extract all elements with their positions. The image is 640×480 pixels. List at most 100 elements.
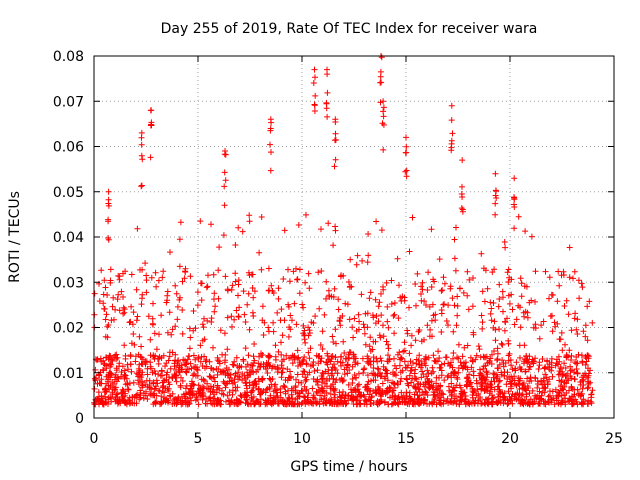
roti-point xyxy=(517,354,523,361)
roti-point xyxy=(138,354,145,361)
roti-point xyxy=(307,363,314,369)
roti-point xyxy=(545,393,552,400)
roti-point xyxy=(259,303,266,310)
roti-point xyxy=(579,284,586,291)
roti-point xyxy=(418,283,425,290)
roti-point xyxy=(298,379,305,386)
roti-point xyxy=(437,383,444,390)
roti-point xyxy=(343,400,350,407)
roti-point xyxy=(502,319,509,326)
roti-point xyxy=(130,331,137,337)
roti-point xyxy=(187,334,194,341)
roti-point xyxy=(137,392,144,399)
roti-point xyxy=(125,386,132,393)
roti-point xyxy=(176,263,183,270)
roti-point xyxy=(329,353,336,359)
roti-point xyxy=(142,359,148,366)
roti-point xyxy=(136,369,143,376)
roti-point xyxy=(434,387,441,394)
roti-point xyxy=(549,312,555,319)
roti-point xyxy=(304,371,311,378)
roti-point xyxy=(356,397,363,404)
roti-point xyxy=(266,375,273,382)
roti-point xyxy=(109,303,116,310)
roti-point xyxy=(440,274,447,281)
roti-point xyxy=(502,396,509,403)
roti-point xyxy=(328,372,335,379)
roti-point xyxy=(212,303,219,310)
roti-point xyxy=(107,277,114,284)
roti-point xyxy=(396,362,403,369)
roti-point xyxy=(364,381,371,388)
roti-point xyxy=(330,242,337,249)
roti-point xyxy=(285,333,292,340)
roti-point xyxy=(532,355,539,362)
roti-point xyxy=(541,384,548,391)
roti-point xyxy=(282,377,289,383)
roti-point xyxy=(428,370,435,377)
roti-point xyxy=(306,355,313,362)
roti-point xyxy=(177,397,184,404)
roti-point xyxy=(274,309,281,316)
roti-point xyxy=(275,295,282,302)
roti-point xyxy=(529,387,536,394)
roti-point xyxy=(421,298,428,305)
roti-point xyxy=(332,391,338,398)
roti-point xyxy=(381,398,388,405)
roti-point xyxy=(226,366,232,373)
roti-point xyxy=(573,354,580,360)
roti-point xyxy=(566,244,573,251)
roti-point xyxy=(208,221,214,228)
roti-point xyxy=(153,377,160,384)
roti-point xyxy=(293,376,299,383)
roti-point xyxy=(115,291,122,298)
roti-point xyxy=(277,317,284,324)
roti-point xyxy=(105,202,112,209)
roti-point xyxy=(342,355,349,362)
roti-point xyxy=(150,300,156,307)
roti-point xyxy=(239,228,246,235)
roti-point xyxy=(285,301,292,308)
roti-point xyxy=(229,361,236,368)
roti-point xyxy=(449,130,456,137)
roti-point xyxy=(496,326,503,333)
roti-point xyxy=(539,356,546,362)
roti-point xyxy=(378,54,385,61)
roti-point xyxy=(398,389,405,396)
roti-point xyxy=(138,183,145,190)
roti-point xyxy=(94,356,101,363)
roti-point xyxy=(305,270,312,277)
roti-point xyxy=(231,316,238,323)
roti-point xyxy=(489,398,496,405)
roti-point xyxy=(365,385,372,392)
roti-point xyxy=(199,337,206,344)
x-tick-label: 20 xyxy=(501,431,519,447)
roti-point xyxy=(406,304,412,311)
roti-point xyxy=(454,354,460,361)
roti-point xyxy=(424,401,430,407)
roti-point xyxy=(172,357,179,364)
roti-point xyxy=(194,289,201,296)
roti-point xyxy=(125,366,131,373)
roti-point xyxy=(484,371,491,378)
roti-point xyxy=(557,382,564,389)
roti-point xyxy=(588,391,595,398)
roti-point xyxy=(327,391,334,397)
roti-point xyxy=(470,329,477,336)
roti-point xyxy=(188,365,195,372)
roti-point xyxy=(215,267,222,274)
roti-point xyxy=(378,357,385,364)
roti-point xyxy=(161,394,168,401)
roti-point xyxy=(293,321,300,328)
roti-point xyxy=(503,381,510,388)
roti-point xyxy=(91,290,98,297)
roti-point xyxy=(561,303,568,309)
roti-point xyxy=(509,400,516,407)
roti-point xyxy=(571,268,578,275)
roti-point xyxy=(407,358,414,365)
roti-point xyxy=(506,300,513,307)
roti-point xyxy=(404,376,410,383)
roti-point xyxy=(121,342,128,349)
roti-point xyxy=(370,370,377,377)
roti-point xyxy=(518,392,525,399)
